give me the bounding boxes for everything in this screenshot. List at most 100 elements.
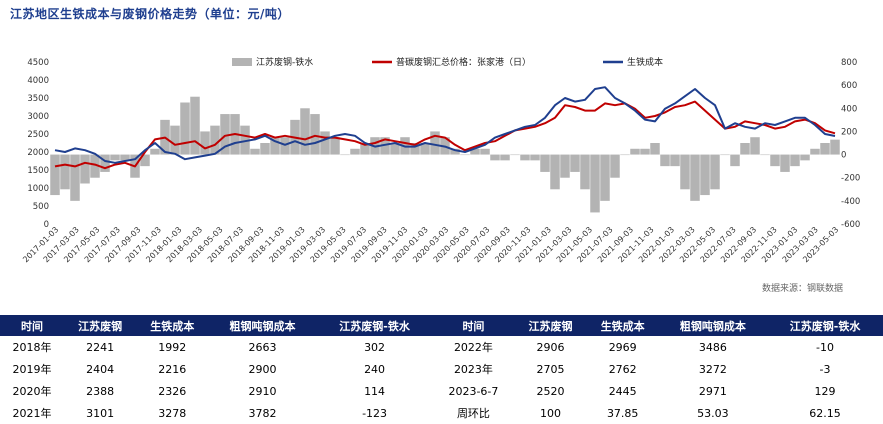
col-crude-cost: 粗钢吨钢成本: [208, 315, 317, 336]
summary-table: 时间 江苏废钢 生铁成本 粗钢吨钢成本 江苏废钢-铁水 时间 江苏废钢 生铁成本…: [0, 315, 883, 424]
table-cell: 37.85: [606, 406, 639, 420]
y-right-tick-label: 0: [841, 151, 846, 161]
spread-bar: [610, 154, 620, 178]
table-header-row: 时间 江苏废钢 生铁成本 粗钢吨钢成本 江苏废钢-铁水 时间 江苏废钢 生铁成本…: [0, 315, 883, 336]
table-cell: 100: [540, 406, 561, 420]
spread-bar: [800, 154, 810, 161]
spread-bar: [280, 137, 290, 155]
data-source: 数据来源：钢联数据: [762, 284, 844, 294]
y-left-tick-label: 2500: [27, 130, 49, 140]
spread-bar: [830, 139, 840, 155]
spread-bar: [640, 148, 650, 155]
spread-bar: [480, 148, 490, 155]
table-cell: 3278: [158, 406, 187, 420]
y-left-tick-label: 0: [44, 220, 49, 230]
spread-bar: [390, 143, 400, 155]
table-cell: 129: [814, 384, 836, 398]
spread-bar: [240, 125, 250, 155]
spread-bar: [110, 154, 120, 161]
y-left-tick-label: 4500: [27, 58, 49, 68]
spread-bar: [420, 143, 430, 155]
table-cell: 2021年: [12, 407, 52, 420]
table-cell: 2520: [536, 384, 565, 398]
spread-bar: [760, 154, 770, 156]
spread-bar: [410, 143, 420, 155]
spread-bar: [770, 154, 780, 167]
table-cell: 2705: [536, 362, 565, 376]
col-iron-cost: 生铁成本: [136, 315, 209, 336]
table-cell: -10: [816, 340, 835, 354]
col-scrap-2: 江苏废钢: [514, 315, 587, 336]
spread-bar: [70, 154, 80, 201]
table-cell: -123: [362, 406, 388, 420]
pig-iron-cost-line: [54, 86, 836, 164]
y-left-tick-label: 500: [33, 202, 49, 212]
spread-bar: [460, 154, 470, 156]
spread-bar: [780, 154, 790, 172]
spread-bar: [520, 154, 530, 161]
spread-bar: [450, 148, 460, 155]
table-cell: 302: [364, 340, 386, 354]
y-right-tick-label: 800: [841, 58, 857, 68]
table-cell: 2445: [608, 384, 637, 398]
col-crude-cost-2: 粗钢吨钢成本: [658, 315, 768, 336]
spread-bar: [530, 154, 540, 161]
legend-swatch: [232, 58, 252, 66]
spread-bar: [810, 148, 820, 155]
y-right-tick-label: -600: [841, 220, 860, 230]
spread-bar: [570, 154, 580, 172]
spread-bar: [620, 154, 630, 156]
table-cell: 2019年: [12, 363, 52, 376]
spread-bar: [600, 154, 610, 201]
table-cell: 1992: [158, 340, 187, 354]
col-time-2: 时间: [432, 315, 515, 336]
col-spread-2: 江苏废钢-铁水: [767, 315, 883, 336]
table-cell: 2216: [158, 362, 187, 376]
table-cell: 2388: [86, 384, 115, 398]
y-right-tick-label: 600: [841, 81, 857, 91]
table-cell: 2906: [536, 340, 565, 354]
spread-bar: [200, 131, 210, 155]
spread-bar: [580, 154, 590, 190]
table-cell: 2022年: [453, 341, 493, 354]
table-cell: 2969: [608, 340, 637, 354]
legend-label: 江苏废钢-铁水: [256, 56, 313, 68]
table-cell: 2910: [248, 384, 277, 398]
spread-bar: [540, 154, 550, 172]
spread-bar: [740, 143, 750, 155]
spread-bar: [560, 154, 570, 178]
spread-bar: [210, 125, 220, 155]
table-cell: 2404: [86, 362, 115, 376]
y-right-tick-label: 200: [841, 127, 857, 137]
legend-label: 普碳废钢汇总价格：张家港（日）: [396, 56, 531, 68]
spread-bar: [50, 154, 60, 196]
spread-bar: [190, 96, 200, 155]
y-left-tick-label: 1000: [27, 184, 49, 194]
table-cell: 2018年: [12, 341, 52, 354]
spread-bar: [550, 154, 560, 190]
table-row: 2019年 2404 2216 2900 240 2023年 2705 2762…: [0, 358, 883, 380]
y-left-tick-label: 2000: [27, 148, 49, 158]
spread-bar: [250, 148, 260, 155]
col-iron-cost-2: 生铁成本: [586, 315, 659, 336]
table-cell: 240: [364, 362, 386, 376]
table-cell: 3272: [698, 362, 727, 376]
spread-bar: [260, 143, 270, 155]
spread-bar: [790, 154, 800, 167]
spread-bar: [680, 154, 690, 190]
spread-bar: [720, 154, 730, 156]
table-cell: 3101: [86, 406, 115, 420]
spread-bar: [690, 154, 700, 201]
price-chart: 050010001500200025003000350040004500-600…: [21, 56, 860, 264]
spread-bar: [220, 114, 230, 155]
y-left-tick-label: 3000: [27, 112, 49, 122]
spread-bar: [430, 131, 440, 155]
y-left-tick-label: 4000: [27, 76, 49, 86]
spread-bar: [820, 143, 830, 155]
spread-bar: [80, 154, 90, 184]
table-cell: 3782: [248, 406, 277, 420]
spread-bar: [330, 137, 340, 155]
spread-bar: [150, 148, 160, 155]
spread-bar: [730, 154, 740, 167]
table-cell: 2663: [248, 340, 277, 354]
